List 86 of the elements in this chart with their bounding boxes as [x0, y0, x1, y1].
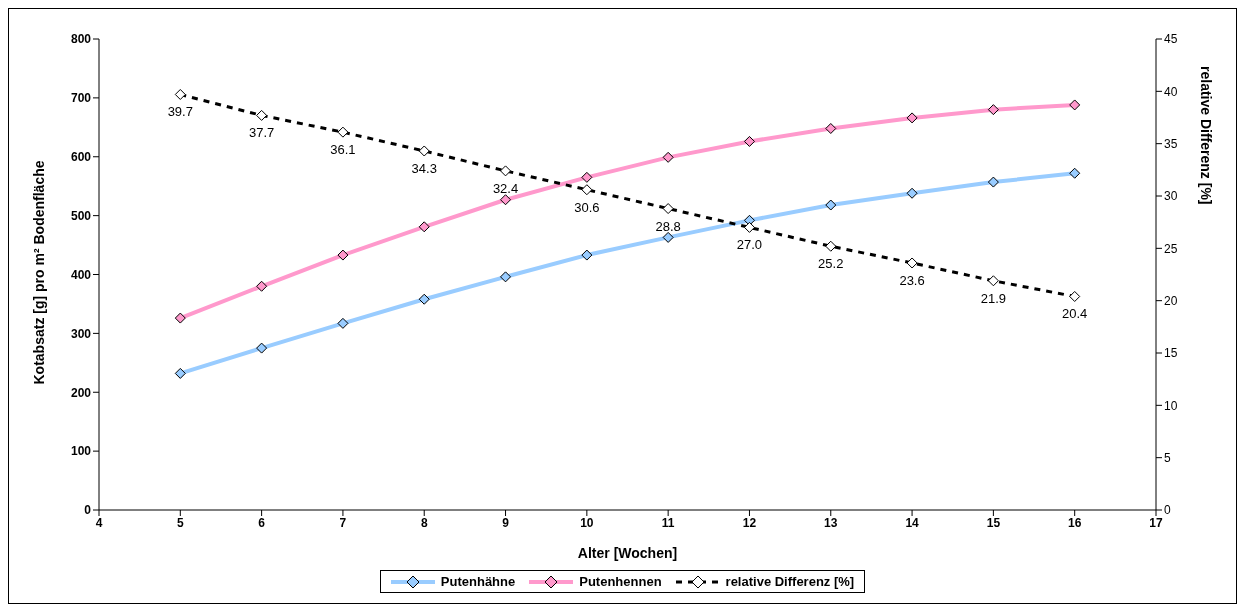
x-tick-label: 15 — [986, 515, 1001, 530]
point — [987, 275, 999, 287]
point — [500, 271, 512, 283]
point — [825, 122, 837, 134]
point — [256, 342, 268, 354]
y-tick-label: 100 — [70, 444, 92, 459]
point — [825, 199, 837, 211]
point — [662, 203, 674, 215]
data-label: 39.7 — [167, 104, 193, 120]
point — [418, 221, 430, 233]
legend-label: Putenhähne — [439, 574, 516, 589]
x-tick-label: 10 — [580, 515, 594, 530]
point — [581, 249, 593, 261]
point — [906, 187, 918, 199]
point — [1069, 99, 1081, 111]
data-label: 20.4 — [1062, 306, 1088, 322]
y-tick-label: 0 — [84, 503, 92, 518]
point — [500, 194, 512, 206]
y2-tick-label: 20 — [1164, 293, 1178, 308]
point — [743, 221, 755, 233]
legend-label: relative Differenz [%] — [724, 574, 855, 589]
data-label: 34.3 — [411, 160, 437, 176]
y-tick-label: 300 — [70, 326, 92, 341]
y2-tick-label: 15 — [1164, 346, 1178, 361]
data-label: 30.6 — [574, 199, 600, 215]
data-label: 21.9 — [980, 290, 1007, 306]
point — [418, 145, 430, 157]
data-label: 37.7 — [248, 125, 275, 141]
point — [987, 176, 999, 188]
y2-tick-label: 10 — [1164, 398, 1178, 413]
point — [1069, 290, 1081, 302]
y2-tick-label: 35 — [1164, 136, 1178, 151]
x-tick-label: 14 — [905, 515, 920, 530]
y2-tick-label: 30 — [1164, 189, 1178, 204]
y2-tick-label: 0 — [1164, 503, 1171, 518]
point — [174, 312, 186, 324]
point — [581, 184, 593, 196]
y-tick-label: 800 — [70, 32, 92, 47]
data-label: 25.2 — [818, 256, 844, 272]
y-axis-title: Kotabsatz [g] pro m² Bodenfläche — [30, 160, 47, 385]
point — [337, 249, 349, 261]
x-tick-label: 7 — [339, 515, 347, 530]
y2-axis-title: relative Differenz [%] — [1198, 66, 1215, 205]
point — [256, 109, 268, 121]
y2-tick-label: 45 — [1164, 32, 1178, 47]
data-label: 32.4 — [492, 180, 519, 196]
x-tick-label: 17 — [1149, 515, 1163, 530]
x-tick-label: 11 — [661, 515, 675, 530]
y-tick-label: 700 — [70, 91, 92, 106]
point — [906, 257, 918, 269]
point — [174, 88, 186, 100]
point — [743, 135, 755, 147]
x-tick-label: 13 — [824, 515, 838, 530]
point — [825, 240, 837, 252]
x-axis-title: Alter [Wochen] — [577, 545, 678, 561]
point — [500, 165, 512, 177]
y2-tick-label: 25 — [1164, 241, 1178, 256]
point — [987, 104, 999, 116]
x-tick-label: 4 — [95, 515, 103, 530]
data-label: 28.8 — [655, 218, 681, 234]
point — [418, 293, 430, 305]
point — [581, 171, 593, 183]
x-tick-label: 8 — [420, 515, 428, 530]
point — [256, 280, 268, 292]
y-tick-label: 400 — [70, 267, 92, 282]
x-tick-label: 5 — [176, 515, 184, 530]
point — [662, 231, 674, 243]
point — [906, 112, 918, 124]
x-tick-label: 12 — [742, 515, 757, 530]
data-label: 27.0 — [736, 237, 763, 253]
x-tick-label: 6 — [258, 515, 266, 530]
point — [1069, 167, 1081, 179]
legend-label: Putenhennen — [578, 574, 662, 589]
data-label: 36.1 — [330, 142, 356, 158]
y-tick-label: 600 — [70, 150, 92, 165]
point — [337, 317, 349, 329]
x-tick-label: 9 — [502, 515, 510, 530]
point — [174, 367, 186, 379]
point — [662, 151, 674, 163]
point — [337, 126, 349, 138]
data-label: 23.6 — [899, 272, 925, 288]
x-tick-label: 16 — [1068, 515, 1082, 530]
y2-tick-label: 5 — [1164, 450, 1171, 465]
y-tick-label: 500 — [70, 208, 92, 223]
y-tick-label: 200 — [70, 385, 92, 400]
y2-tick-label: 40 — [1164, 84, 1178, 99]
